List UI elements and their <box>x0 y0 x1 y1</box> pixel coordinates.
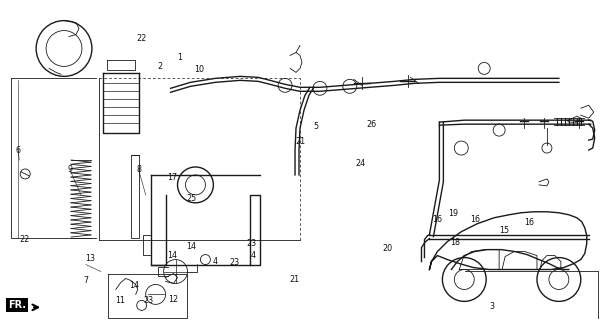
Text: 6: 6 <box>16 146 20 155</box>
Text: 17: 17 <box>167 173 177 182</box>
Text: 12: 12 <box>168 295 178 304</box>
Text: 8: 8 <box>136 165 141 174</box>
Text: 9: 9 <box>67 165 73 174</box>
Text: 13: 13 <box>85 254 95 263</box>
Text: 7: 7 <box>84 276 89 285</box>
Text: 23: 23 <box>246 239 257 248</box>
Text: 5: 5 <box>313 122 318 131</box>
Text: 15: 15 <box>499 226 509 235</box>
Text: 14: 14 <box>167 251 177 260</box>
Text: 26: 26 <box>366 120 376 129</box>
Text: FR.: FR. <box>8 300 26 310</box>
Text: 11: 11 <box>115 296 125 305</box>
Text: 23: 23 <box>144 296 154 305</box>
Text: 16: 16 <box>432 215 442 224</box>
Text: 19: 19 <box>448 209 459 218</box>
Text: 14: 14 <box>186 242 197 251</box>
Text: 14: 14 <box>129 281 139 290</box>
Text: 23: 23 <box>230 258 240 267</box>
Text: 16: 16 <box>524 218 534 227</box>
Text: 16: 16 <box>470 215 480 224</box>
Text: 18: 18 <box>450 238 460 247</box>
Text: 1: 1 <box>177 53 182 62</box>
Text: 21: 21 <box>290 275 299 284</box>
Text: 24: 24 <box>355 159 365 168</box>
Text: 10: 10 <box>194 65 204 74</box>
Text: 25: 25 <box>186 194 197 203</box>
Text: 4: 4 <box>213 257 218 266</box>
Text: 4: 4 <box>250 251 255 260</box>
Text: 22: 22 <box>137 34 147 43</box>
Text: 3: 3 <box>489 302 495 311</box>
Text: 20: 20 <box>383 244 393 253</box>
Text: 2: 2 <box>157 61 162 70</box>
Text: 21: 21 <box>296 137 305 146</box>
Text: 22: 22 <box>19 235 29 244</box>
